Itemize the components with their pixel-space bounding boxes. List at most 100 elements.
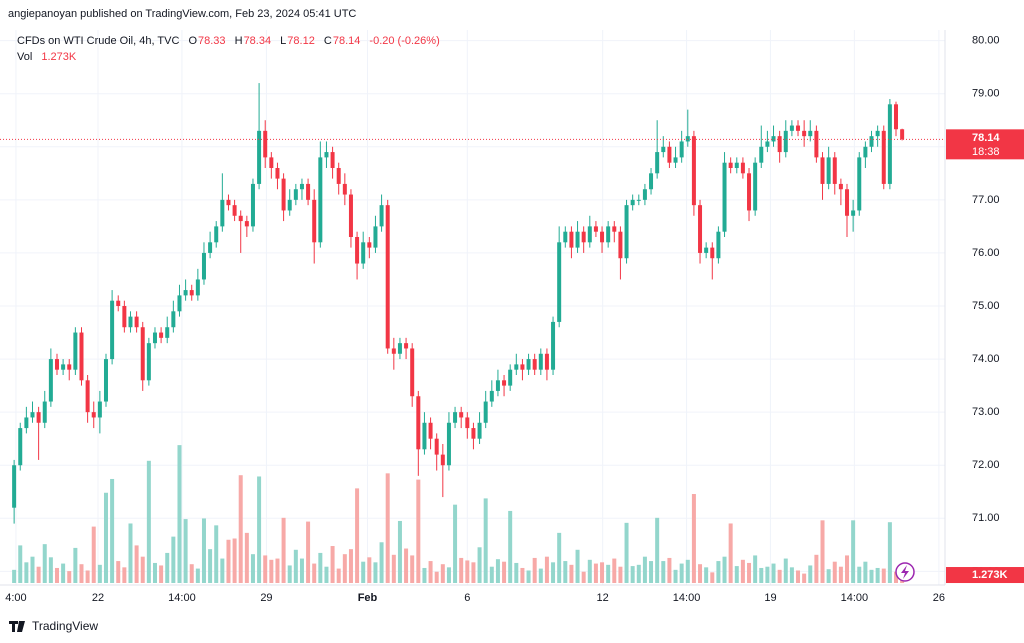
candle-body — [618, 231, 623, 259]
volume-bar — [600, 562, 605, 583]
candle-body — [299, 183, 304, 190]
volume-bar — [379, 542, 384, 583]
flash-icon[interactable] — [895, 562, 915, 582]
x-tick-label: 12 — [597, 592, 609, 604]
volume-bar — [373, 562, 378, 583]
volume-bar — [385, 473, 390, 583]
candle-body — [342, 183, 347, 195]
volume-bar — [783, 558, 788, 583]
volume-bar — [649, 561, 654, 583]
x-tick-label: 14:00 — [673, 592, 701, 604]
candle-body — [48, 359, 53, 402]
volume-bar — [18, 545, 23, 583]
candle-body — [783, 130, 788, 153]
y-tick-label: 77.00 — [972, 194, 1000, 206]
volume-pane — [12, 445, 905, 583]
last-price-box — [946, 129, 1024, 160]
volume-bar — [863, 561, 868, 583]
candle-body — [753, 162, 758, 211]
vol-label: Vol — [17, 51, 32, 63]
candle-body — [140, 327, 145, 381]
volume-bar — [734, 566, 739, 583]
candle-body — [465, 417, 470, 429]
volume-bar — [520, 567, 525, 583]
volume-bar — [887, 522, 892, 583]
volume-bar — [146, 460, 151, 583]
candle-body — [30, 412, 35, 418]
candle-body — [110, 300, 115, 360]
candle-body — [214, 226, 219, 243]
volume-bar — [312, 563, 317, 583]
candle-body — [226, 199, 231, 206]
volume-bar — [459, 557, 464, 583]
candle-body — [410, 348, 415, 397]
volume-bar — [177, 445, 182, 583]
candle-body — [318, 157, 323, 243]
footer-logo: TradingView — [9, 619, 98, 633]
candle-body — [661, 146, 666, 153]
candle-body — [606, 226, 611, 243]
candle-body — [863, 146, 868, 158]
o-label: O — [188, 35, 197, 47]
candle-body — [238, 215, 243, 222]
y-tick-label: 74.00 — [972, 353, 1000, 365]
candle-body — [532, 359, 537, 370]
volume-bar — [557, 532, 562, 583]
candle-body — [446, 422, 451, 466]
candle-body — [838, 183, 843, 190]
candle-body — [551, 321, 556, 370]
volume-bar — [30, 556, 35, 583]
x-tick-label: 6 — [464, 592, 470, 604]
volume-bar — [446, 567, 451, 583]
candle-body — [379, 205, 384, 227]
volume-bar — [367, 557, 372, 583]
candle-body — [434, 438, 439, 455]
volume-bar — [134, 545, 139, 583]
candle-body — [42, 401, 47, 423]
volume-bar — [618, 566, 623, 583]
y-tick-label: 80.00 — [972, 35, 1000, 47]
candle-body — [177, 295, 182, 312]
candle-body — [557, 242, 562, 322]
candle-body — [814, 130, 819, 158]
volume-bar — [361, 561, 366, 583]
volume-bar — [789, 567, 794, 583]
candle-body — [152, 332, 157, 344]
candle-body — [97, 401, 102, 418]
candle-body — [122, 306, 127, 328]
candle-body — [201, 252, 206, 280]
candle-body — [24, 417, 29, 429]
volume-label: 1.273K — [972, 569, 1008, 581]
candle-body — [134, 316, 139, 328]
volume-bar — [318, 552, 323, 583]
x-tick-label: 14:00 — [841, 592, 869, 604]
volume-bar — [575, 549, 580, 583]
candle-body — [263, 130, 268, 158]
candle-body — [171, 311, 176, 328]
candle-body — [875, 130, 880, 137]
volume-bar — [189, 564, 194, 583]
candle-body — [36, 412, 41, 423]
volume-bar — [103, 492, 108, 583]
h-label: H — [235, 35, 243, 47]
volume-bar — [140, 556, 145, 583]
flash-bolt[interactable] — [901, 565, 909, 579]
volume-bar — [214, 525, 219, 583]
volume-bar — [845, 555, 850, 583]
y-tick-label: 73.00 — [972, 406, 1000, 418]
candle-body — [361, 242, 366, 264]
volume-bar — [606, 564, 611, 583]
volume-bar — [477, 547, 482, 583]
volume-bar — [765, 566, 770, 583]
volume-bar — [171, 536, 176, 583]
candle-body — [820, 157, 825, 184]
change: -0.20 (-0.26%) — [369, 35, 439, 47]
candle-body — [416, 396, 421, 450]
candle-body — [722, 162, 727, 232]
volume-bar — [348, 549, 353, 583]
volume-bar — [116, 561, 121, 583]
volume-bar — [404, 548, 409, 583]
candle-body — [477, 422, 482, 439]
candle-body — [544, 353, 549, 370]
